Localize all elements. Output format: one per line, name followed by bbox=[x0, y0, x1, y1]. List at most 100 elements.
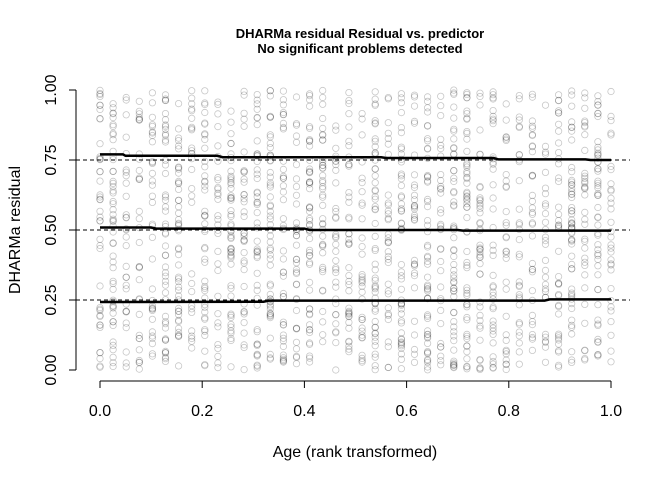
scatter-point bbox=[148, 181, 156, 189]
scatter-point bbox=[450, 114, 458, 122]
scatter-point bbox=[305, 354, 314, 362]
scatter-point bbox=[463, 261, 471, 269]
scatter-point bbox=[109, 121, 117, 129]
scatter-point bbox=[292, 219, 301, 227]
scatter-point bbox=[96, 115, 104, 123]
scatter-point bbox=[305, 326, 314, 334]
scatter-point bbox=[305, 221, 314, 229]
scatter-point bbox=[175, 251, 183, 259]
scatter-point bbox=[332, 264, 340, 272]
quantile-lines bbox=[99, 153, 611, 304]
scatter-point bbox=[489, 339, 497, 347]
scatter-point bbox=[345, 312, 353, 320]
scatter-point bbox=[515, 360, 523, 368]
scatter-point bbox=[410, 271, 419, 280]
scatter-point bbox=[201, 211, 209, 219]
scatter-point bbox=[161, 272, 170, 280]
scatter-point bbox=[345, 235, 353, 243]
scatter-point bbox=[489, 288, 497, 296]
scatter-point bbox=[397, 99, 405, 107]
scatter-point bbox=[371, 274, 379, 282]
scatter-point bbox=[279, 331, 287, 339]
scatter-point bbox=[135, 116, 143, 124]
scatter-point bbox=[332, 232, 340, 240]
scatter-point bbox=[384, 343, 392, 351]
scatter-point bbox=[384, 315, 392, 324]
scatter-point bbox=[554, 347, 563, 355]
scatter-point bbox=[188, 105, 196, 113]
scatter-point bbox=[554, 109, 563, 117]
scatter-point bbox=[279, 358, 287, 366]
scatter-point bbox=[214, 260, 222, 268]
scatter-point bbox=[319, 193, 327, 201]
scatter-point bbox=[423, 228, 432, 236]
scatter-point bbox=[161, 318, 170, 326]
scatter-point bbox=[266, 355, 274, 363]
scatter-point bbox=[410, 256, 419, 264]
scatter-point bbox=[227, 193, 235, 202]
scatter-point bbox=[450, 278, 458, 287]
scatter-point bbox=[135, 334, 143, 343]
scatter-point bbox=[463, 316, 471, 324]
scatter-point bbox=[96, 213, 104, 221]
scatter-point bbox=[489, 357, 497, 366]
scatter-point bbox=[502, 347, 510, 356]
scatter-point bbox=[410, 317, 419, 325]
scatter-point bbox=[581, 237, 589, 245]
scatter-point bbox=[148, 332, 156, 340]
scatter-point bbox=[489, 241, 497, 249]
scatter-point bbox=[410, 117, 419, 126]
scatter-point bbox=[279, 356, 287, 365]
scatter-point bbox=[489, 94, 497, 102]
y-tick-label: 1.00 bbox=[43, 74, 60, 105]
scatter-point bbox=[175, 307, 183, 315]
scatter-point bbox=[423, 257, 432, 265]
scatter-point bbox=[279, 96, 287, 104]
scatter-point bbox=[581, 347, 589, 355]
scatter-point bbox=[594, 182, 602, 190]
scatter-point bbox=[358, 358, 366, 366]
scatter-point bbox=[266, 255, 274, 263]
scatter-point bbox=[240, 190, 248, 199]
scatter-point bbox=[554, 247, 563, 255]
scatter-point bbox=[305, 321, 314, 329]
scatter-point bbox=[266, 139, 274, 147]
scatter-point bbox=[148, 159, 156, 167]
scatter-point bbox=[148, 255, 156, 263]
y-axis-label: DHARMa residual bbox=[7, 166, 24, 294]
scatter-point bbox=[175, 311, 183, 319]
scatter-point bbox=[607, 284, 615, 293]
scatter-point bbox=[175, 332, 183, 341]
scatter-point bbox=[122, 192, 130, 200]
scatter-point bbox=[345, 310, 353, 318]
scatter-point bbox=[607, 256, 615, 264]
scatter-point bbox=[437, 245, 445, 253]
scatter-point bbox=[332, 247, 340, 255]
scatter-point bbox=[358, 174, 366, 182]
scatter-point bbox=[122, 359, 130, 367]
scatter-point bbox=[358, 313, 366, 321]
scatter-point bbox=[109, 156, 117, 164]
scatter-point bbox=[148, 233, 156, 241]
scatter-point bbox=[541, 148, 550, 156]
scatter-point bbox=[423, 144, 432, 152]
scatter-point bbox=[358, 110, 366, 118]
scatter-point bbox=[201, 87, 209, 95]
scatter-point bbox=[109, 167, 117, 175]
scatter-point bbox=[568, 291, 576, 299]
scatter-point bbox=[410, 211, 419, 219]
scatter-point bbox=[528, 204, 537, 212]
scatter-point bbox=[450, 361, 458, 369]
scatter-point bbox=[594, 165, 602, 173]
scatter-point bbox=[423, 339, 432, 347]
scatter-point bbox=[489, 317, 497, 325]
scatter-point bbox=[528, 197, 537, 205]
scatter-point bbox=[437, 112, 445, 120]
scatter-point bbox=[423, 312, 432, 321]
scatter-point bbox=[332, 166, 340, 174]
scatter-point bbox=[358, 234, 366, 242]
scatter-point bbox=[161, 161, 170, 169]
scatter-point bbox=[332, 230, 340, 239]
scatter-point bbox=[253, 200, 261, 209]
scatter-point bbox=[279, 354, 287, 362]
